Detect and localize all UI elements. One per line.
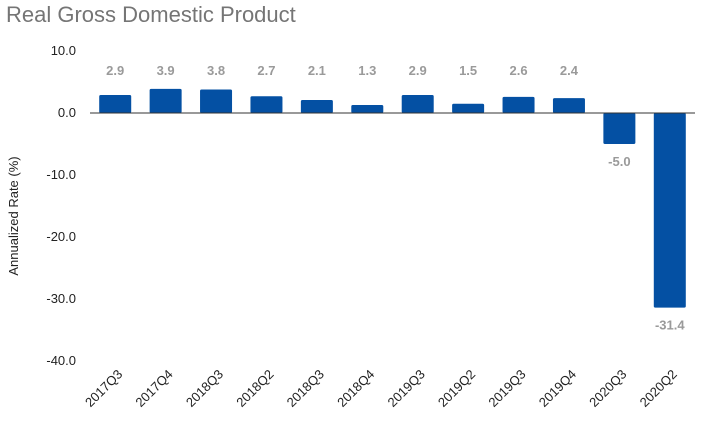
x-tick-label: 2020Q2 — [637, 367, 680, 410]
data-label: -31.4 — [655, 318, 685, 333]
x-tick-label: 2020Q3 — [586, 367, 629, 410]
bar-2019q4 — [552, 98, 585, 113]
y-tick-label: -30.0 — [46, 291, 76, 306]
data-label: 2.1 — [308, 63, 326, 78]
y-axis-title: Annualized Rate (%) — [6, 156, 21, 275]
y-tick-label: -10.0 — [46, 167, 76, 182]
bar-2020q2 — [653, 113, 686, 308]
data-label: 2.9 — [409, 63, 427, 78]
data-label: 2.7 — [257, 63, 275, 78]
data-labels: 2.9 3.9 3.8 2.7 2.1 1.3 2.9 1.5 2.6 2.4 -5.0 -31.4 — [106, 63, 685, 333]
y-tick-label: -20.0 — [46, 229, 76, 244]
y-tick-label: 10.0 — [51, 43, 76, 58]
x-tick-label: 2018Q3 — [183, 367, 226, 410]
x-tick-label: 2017Q4 — [132, 367, 175, 410]
data-label: 1.3 — [358, 63, 376, 78]
x-tick-label: 2019Q3 — [485, 367, 528, 410]
y-tick-label: 0.0 — [58, 105, 76, 120]
y-axis: 10.0 0.0 -10.0 -20.0 -30.0 -40.0 — [46, 43, 76, 368]
x-tick-label: 2019Q4 — [536, 367, 579, 410]
bar-2019q3 — [401, 95, 434, 113]
bar-2017q3 — [99, 95, 132, 113]
bar-2019q3 — [502, 96, 535, 113]
data-label: -5.0 — [608, 154, 630, 169]
y-tick-label: -40.0 — [46, 353, 76, 368]
x-tick-label: 2019Q3 — [385, 367, 428, 410]
x-tick-label: 2018Q3 — [284, 367, 327, 410]
x-tick-label: 2018Q2 — [233, 367, 276, 410]
bar-2018q3 — [200, 89, 233, 113]
bar-2017q4 — [149, 88, 182, 113]
bar-2018q4 — [351, 104, 384, 113]
bars — [99, 88, 686, 308]
data-label: 3.8 — [207, 63, 225, 78]
x-axis: 2017Q3 2017Q4 2018Q3 2018Q2 2018Q3 2018Q4 2019… — [82, 367, 680, 410]
bar-2018q3 — [300, 99, 333, 113]
bar-2019q2 — [452, 103, 485, 113]
data-label: 3.9 — [157, 63, 175, 78]
data-label: 2.6 — [510, 63, 528, 78]
data-label: 2.4 — [560, 63, 579, 78]
bar-2018q2 — [250, 96, 283, 113]
data-label: 2.9 — [106, 63, 124, 78]
bar-2020q3 — [603, 113, 636, 144]
data-label: 1.5 — [459, 63, 477, 78]
x-tick-label: 2017Q3 — [82, 367, 125, 410]
chart-title: Real Gross Domestic Product — [6, 2, 296, 27]
x-tick-label: 2019Q2 — [435, 367, 478, 410]
x-tick-label: 2018Q4 — [334, 367, 377, 410]
